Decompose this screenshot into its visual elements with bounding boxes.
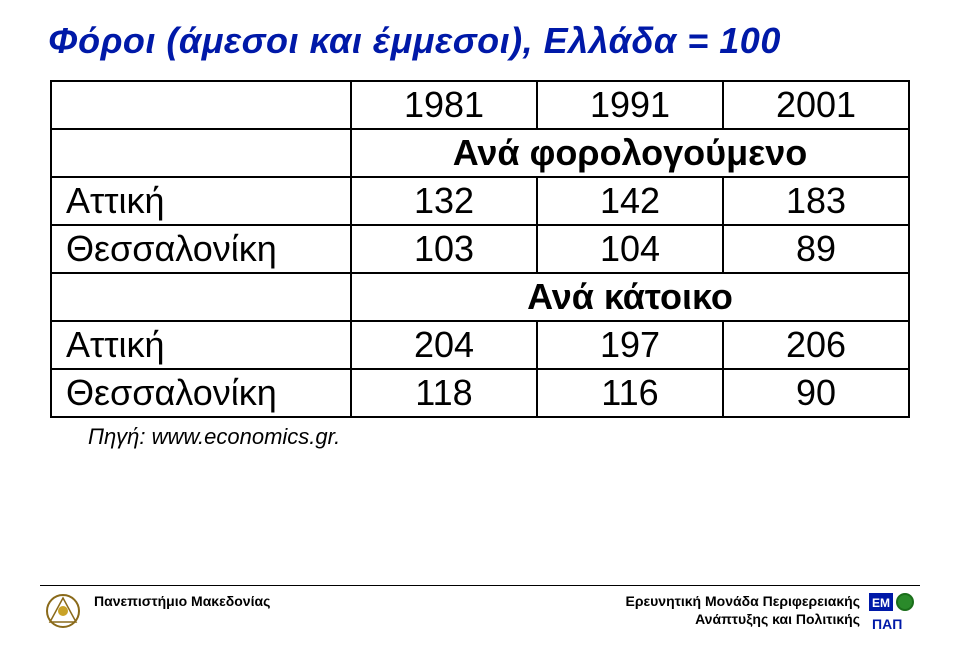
year-header: 1981 — [351, 81, 537, 129]
section-header: Ανά φορολογούμενο — [351, 129, 909, 177]
page: Φόροι (άμεσοι και έμμεσοι), Ελλάδα = 100… — [0, 0, 960, 650]
section-header: Ανά κάτοικο — [351, 273, 909, 321]
data-cell: 197 — [537, 321, 723, 369]
footer-left-text: Πανεπιστήμιο Μακεδονίας — [94, 592, 270, 610]
table-blank-cell — [51, 273, 351, 321]
footer-row: Πανεπιστήμιο Μακεδονίας Ερευνητική Μονάδ… — [40, 592, 920, 634]
data-cell-highlight: 89 — [723, 225, 909, 273]
data-cell: 142 — [537, 177, 723, 225]
data-cell: 183 — [723, 177, 909, 225]
empap-logo-icon: EM ΠΑΠ — [868, 592, 920, 634]
data-cell: 132 — [351, 177, 537, 225]
footer-left: Πανεπιστήμιο Μακεδονίας — [40, 592, 270, 630]
row-label: Αττική — [51, 321, 351, 369]
table-row: Θεσσαλονίκη 103 104 89 — [51, 225, 909, 273]
data-cell: 204 — [351, 321, 537, 369]
data-cell: 116 — [537, 369, 723, 417]
row-label: Θεσσαλονίκη — [51, 225, 351, 273]
table-section-row: Ανά κάτοικο — [51, 273, 909, 321]
table-row: Αττική 132 142 183 — [51, 177, 909, 225]
svg-text:EM: EM — [872, 596, 890, 610]
table-blank-cell — [51, 129, 351, 177]
footer-right-text: Ερευνητική Μονάδα Περιφερειακής Ανάπτυξη… — [625, 592, 860, 628]
table-blank-cell — [51, 81, 351, 129]
footer: Πανεπιστήμιο Μακεδονίας Ερευνητική Μονάδ… — [40, 585, 920, 634]
source-citation: Πηγή: www.economics.gr. — [88, 424, 920, 450]
row-label: Θεσσαλονίκη — [51, 369, 351, 417]
footer-right-line2: Ανάπτυξης και Πολιτικής — [625, 610, 860, 628]
table-row: Θεσσαλονίκη 118 116 90 — [51, 369, 909, 417]
university-logo-icon — [40, 592, 86, 630]
table-row: Αττική 204 197 206 — [51, 321, 909, 369]
row-label: Αττική — [51, 177, 351, 225]
page-title: Φόροι (άμεσοι και έμμεσοι), Ελλάδα = 100 — [48, 20, 920, 62]
year-header: 1991 — [537, 81, 723, 129]
data-cell-highlight: 90 — [723, 369, 909, 417]
year-header: 2001 — [723, 81, 909, 129]
table-header-row: 1981 1991 2001 — [51, 81, 909, 129]
data-cell: 104 — [537, 225, 723, 273]
data-cell: 118 — [351, 369, 537, 417]
data-table: 1981 1991 2001 Ανά φορολογούμενο Αττική … — [50, 80, 910, 418]
svg-text:ΠΑΠ: ΠΑΠ — [872, 616, 902, 632]
data-cell: 206 — [723, 321, 909, 369]
footer-divider — [40, 585, 920, 586]
footer-right-line1: Ερευνητική Μονάδα Περιφερειακής — [625, 592, 860, 610]
footer-right: Ερευνητική Μονάδα Περιφερειακής Ανάπτυξη… — [625, 592, 920, 634]
data-cell: 103 — [351, 225, 537, 273]
table-section-row: Ανά φορολογούμενο — [51, 129, 909, 177]
